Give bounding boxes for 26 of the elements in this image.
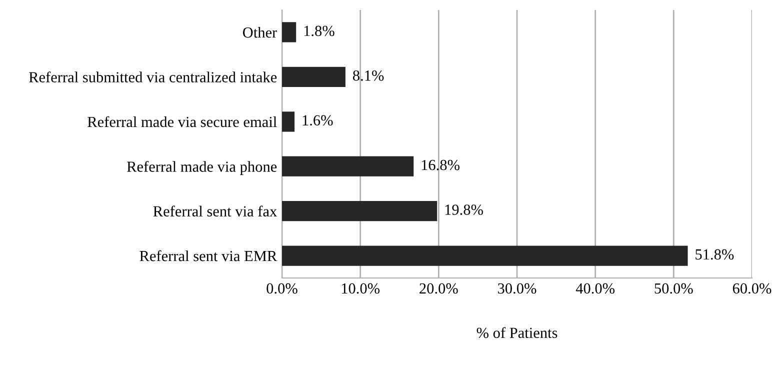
y-tick-label: Other [242,26,278,38]
bar [282,22,296,42]
x-axis-title: % of Patients [476,327,558,338]
bar [282,66,346,87]
data-label: 16.8% [422,160,460,170]
y-tick-label: Referral submitted via centralized intake [28,71,277,82]
data-label: 1.8% [304,26,334,36]
x-tick-label: 40.0% [576,283,615,294]
x-tick-label: 30.0% [498,283,536,294]
y-tick-label: Referral sent via EMR [140,250,278,262]
bar [282,246,688,266]
x-tick-label: 0.0% [266,283,298,294]
y-tick-label: Referral sent via fax [153,206,277,217]
y-tick-label: Referral made via phone [126,160,277,175]
x-tick-label: 20.0% [420,283,458,294]
x-tick-label: 50.0% [654,283,693,294]
bar [282,200,438,222]
x-tick-label: 60.0% [732,283,772,294]
data-label: 19.8% [445,204,483,215]
bar [282,156,414,176]
bar [282,112,295,132]
data-label: 51.8% [696,249,734,260]
data-label: 1.6% [302,115,333,126]
data-label: 8.1% [352,70,384,81]
x-tick-label: 10.0% [342,283,380,294]
y-tick-label: Referral made via secure email [88,116,277,128]
